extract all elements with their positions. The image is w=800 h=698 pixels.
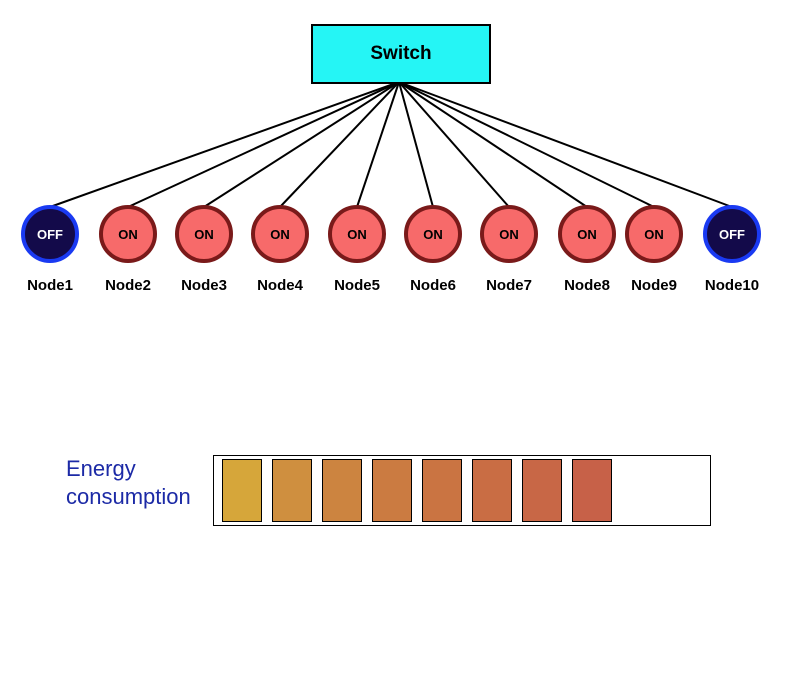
node-circle-2: ON <box>99 205 157 263</box>
node-label-9: Node9 <box>631 277 677 294</box>
energy-bar-5 <box>422 459 462 522</box>
energy-bar-3 <box>322 459 362 522</box>
node-circle-1: OFF <box>21 205 79 263</box>
edge-line <box>399 82 509 207</box>
node-circle-6: ON <box>404 205 462 263</box>
node-state-text: ON <box>194 227 214 242</box>
node-state-text: OFF <box>37 227 63 242</box>
node-label-1: Node1 <box>27 277 73 294</box>
node-label-6: Node6 <box>410 277 456 294</box>
node-label-3: Node3 <box>181 277 227 294</box>
node-state-text: ON <box>644 227 664 242</box>
energy-bar-7 <box>522 459 562 522</box>
edge-line <box>280 82 399 207</box>
energy-label-line2: consumption <box>66 484 191 509</box>
node-label-2: Node2 <box>105 277 151 294</box>
node-label-4: Node4 <box>257 277 303 294</box>
edge-line <box>128 82 399 207</box>
node-label-7: Node7 <box>486 277 532 294</box>
edge-line <box>357 82 399 207</box>
edge-line <box>399 82 732 207</box>
node-state-text: ON <box>118 227 138 242</box>
node-circle-7: ON <box>480 205 538 263</box>
energy-bar-8 <box>572 459 612 522</box>
node-label-8: Node8 <box>564 277 610 294</box>
node-label-5: Node5 <box>334 277 380 294</box>
switch-label: Switch <box>370 43 431 65</box>
node-circle-9: ON <box>625 205 683 263</box>
node-circle-5: ON <box>328 205 386 263</box>
node-circle-10: OFF <box>703 205 761 263</box>
node-circle-4: ON <box>251 205 309 263</box>
node-state-text: ON <box>577 227 597 242</box>
edge-line <box>399 82 433 207</box>
edges-layer <box>0 0 800 698</box>
energy-label-line1: Energy <box>66 456 136 481</box>
energy-bar-2 <box>272 459 312 522</box>
edge-line <box>399 82 587 207</box>
energy-bar-1 <box>222 459 262 522</box>
node-label-10: Node10 <box>705 277 759 294</box>
edge-line <box>50 82 399 207</box>
node-state-text: ON <box>270 227 290 242</box>
node-circle-3: ON <box>175 205 233 263</box>
switch-box: Switch <box>311 24 491 84</box>
energy-label: Energy consumption <box>66 455 191 510</box>
edge-line <box>204 82 399 207</box>
node-circle-8: ON <box>558 205 616 263</box>
energy-bar-6 <box>472 459 512 522</box>
edge-line <box>399 82 654 207</box>
node-state-text: ON <box>347 227 367 242</box>
node-state-text: ON <box>499 227 519 242</box>
node-state-text: OFF <box>719 227 745 242</box>
node-state-text: ON <box>423 227 443 242</box>
energy-bar-4 <box>372 459 412 522</box>
